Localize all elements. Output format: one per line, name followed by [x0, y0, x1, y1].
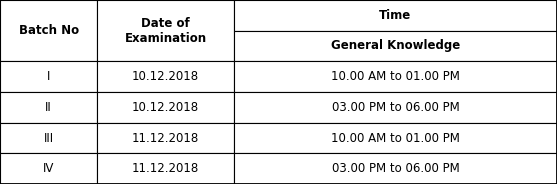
Text: 11.12.2018: 11.12.2018: [132, 162, 199, 175]
Bar: [234, 123, 557, 153]
Text: 10.12.2018: 10.12.2018: [132, 70, 199, 83]
Bar: [234, 153, 557, 184]
Text: Date of
Examination: Date of Examination: [125, 17, 207, 45]
Bar: [97, 0, 234, 61]
Text: 10.12.2018: 10.12.2018: [132, 101, 199, 114]
Bar: [97, 92, 234, 123]
Bar: [97, 61, 234, 92]
Text: III: III: [43, 132, 54, 144]
Bar: [0, 123, 97, 153]
Bar: [234, 61, 557, 92]
Bar: [0, 92, 97, 123]
Text: II: II: [45, 101, 52, 114]
Text: IV: IV: [43, 162, 55, 175]
Text: 10.00 AM to 01.00 PM: 10.00 AM to 01.00 PM: [331, 132, 460, 144]
Bar: [234, 31, 557, 61]
Bar: [234, 0, 557, 31]
Bar: [234, 92, 557, 123]
Bar: [0, 153, 97, 184]
Text: 03.00 PM to 06.00 PM: 03.00 PM to 06.00 PM: [331, 162, 460, 175]
Text: I: I: [47, 70, 51, 83]
Bar: [0, 61, 97, 92]
Bar: [97, 153, 234, 184]
Text: 10.00 AM to 01.00 PM: 10.00 AM to 01.00 PM: [331, 70, 460, 83]
Text: Time: Time: [379, 9, 412, 22]
Text: 03.00 PM to 06.00 PM: 03.00 PM to 06.00 PM: [331, 101, 460, 114]
Bar: [0, 0, 97, 61]
Text: General Knowledge: General Knowledge: [331, 40, 460, 52]
Text: 11.12.2018: 11.12.2018: [132, 132, 199, 144]
Text: Batch No: Batch No: [19, 24, 79, 37]
Bar: [97, 123, 234, 153]
